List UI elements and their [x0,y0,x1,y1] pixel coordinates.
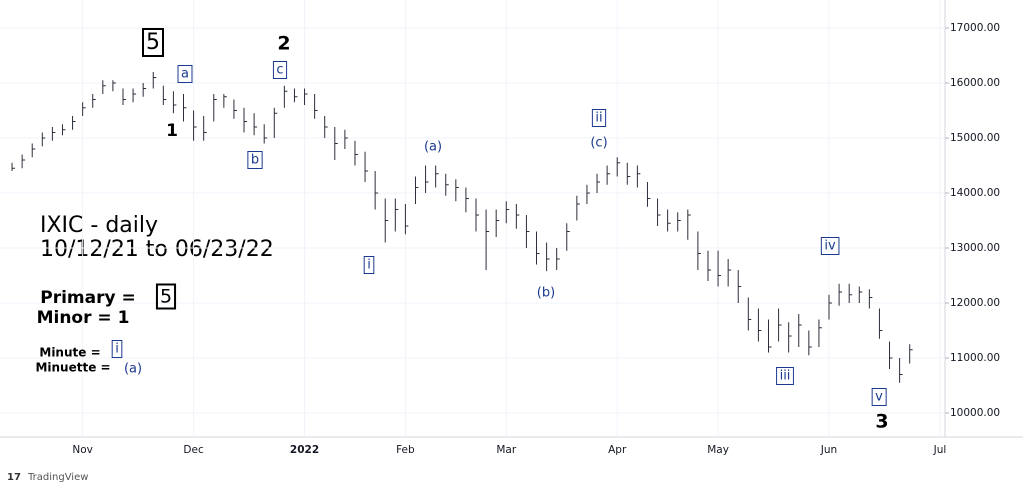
wave-label: Minor = 1 [37,308,130,328]
y-tick-label: 14000.00 [950,187,1000,199]
x-tick-label: 2022 [290,444,319,456]
x-tick-label: Feb [396,444,415,456]
x-tick-label: Mar [496,444,516,456]
wave-label: (a) [424,140,442,155]
wave-box [820,237,840,255]
y-tick-label: 10000.00 [950,407,1000,419]
wave-label: (c) [590,136,607,151]
wave-label: 3 [875,411,888,433]
wave-label: v [875,390,883,405]
source: TradingView [27,472,88,483]
wave-box [591,109,607,127]
wave-box [247,151,263,169]
y-tick-label: 16000.00 [950,77,1000,89]
wave-label: 5 [146,30,160,55]
y-tick-label: 11000.00 [950,352,1000,364]
wave-label: b [251,153,259,168]
wave-box [272,61,288,79]
wave-label: 2 [277,33,290,55]
y-tick-label: 13000.00 [950,242,1000,254]
wave-box [142,28,164,57]
wave-box [177,65,193,83]
wave-label: i [115,342,119,357]
wave-box [776,367,794,385]
wave-label: Minute = [39,346,100,360]
wave-box [871,388,887,406]
wave-label: (a) [124,362,142,377]
wave-box [363,256,375,274]
logo: 17 [7,472,21,483]
wave-label: c [276,63,283,78]
wave-label: iii [780,369,791,384]
y-tick-label: 15000.00 [950,132,1000,144]
x-tick-label: May [707,444,729,456]
wave-label: Minuette = [35,361,110,375]
x-tick-label: Jul [933,444,947,456]
y-tick-label: 12000.00 [950,297,1000,309]
y-tick-label: 17000.00 [950,22,1000,34]
wave-label: iv [824,239,836,254]
wave-label: (b) [537,286,555,301]
wave-label: Primary = [40,288,135,308]
wave-label: i [367,258,371,273]
x-tick-label: Apr [608,444,627,456]
x-tick-label: Dec [183,444,204,456]
chart-title: IXIC - daily [40,213,158,238]
wave-box [111,340,123,358]
wave-label: 5 [160,286,172,308]
x-tick-label: Jun [820,444,837,456]
wave-label: ii [595,111,602,126]
wave-label: a [181,67,189,82]
wave-label: 1 [166,121,178,141]
wave-box [155,283,177,310]
chart-subtitle: 10/12/21 to 06/23/22 [40,237,274,262]
x-tick-label: Nov [72,444,93,456]
